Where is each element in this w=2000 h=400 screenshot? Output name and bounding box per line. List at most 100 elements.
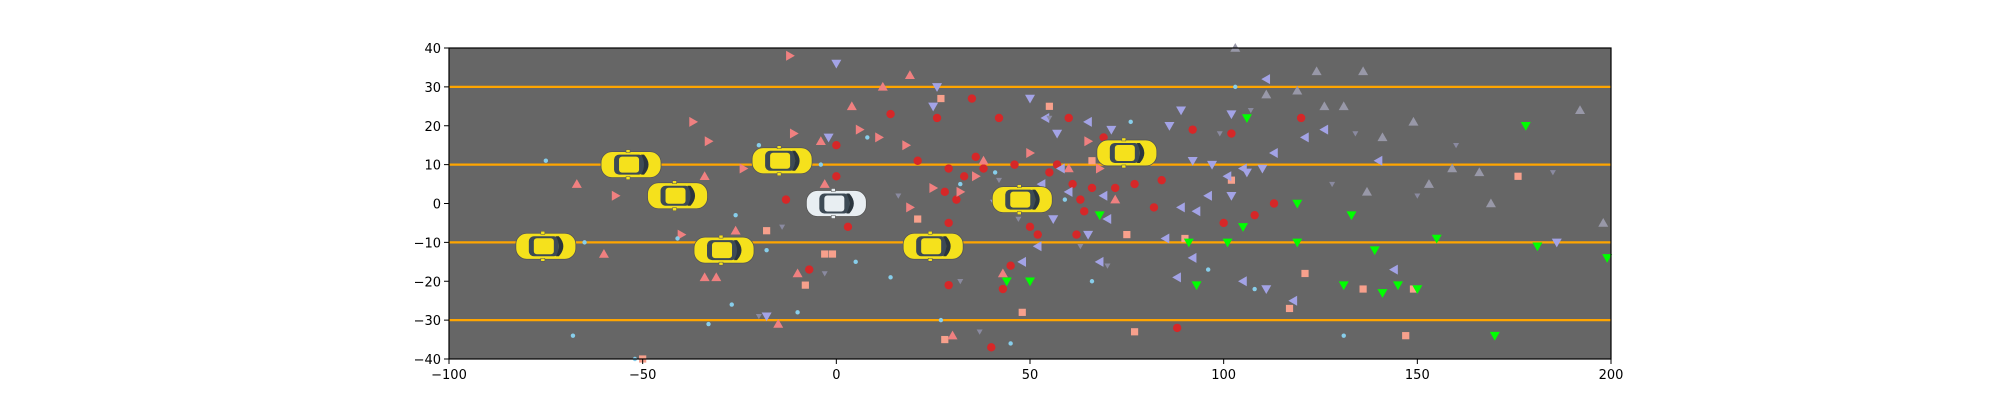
marker-triangle-up-2-0 (571, 179, 582, 188)
marker-triangle-left-4-15 (1191, 206, 1201, 217)
marker-triangle-down-small-9-5 (976, 329, 983, 335)
marker-triangle-left-4-8 (1098, 190, 1108, 201)
marker-triangle-right-3-11 (855, 124, 865, 135)
marker-triangle-up-2-4 (699, 272, 710, 282)
marker-triangle-down-5-17 (1226, 191, 1237, 201)
marker-triangle-left-4-9 (1102, 214, 1112, 225)
marker-triangle-up-2-1 (598, 249, 609, 258)
marker-triangle-left-4-24 (1319, 124, 1329, 135)
marker-triangle-up-2-14 (947, 330, 958, 340)
y-axis: −40 −30 −20 −10 0 10 20 30 40 (414, 42, 449, 368)
marker-triangle-up-6-2 (1292, 85, 1303, 95)
y-tick-label: −30 (414, 314, 441, 329)
scatter-markers (543, 43, 1613, 363)
marker-triangle-left-4-3 (1040, 112, 1050, 123)
marker-triangle-up-2-12 (877, 81, 888, 91)
marker-square-1-9 (1045, 102, 1053, 110)
marker-triangle-left-4-19 (1238, 276, 1247, 287)
marker-circle-0-27 (1068, 179, 1077, 189)
marker-circle-0-11 (944, 164, 953, 173)
x-tick-label: −100 (431, 368, 467, 383)
marker-triangle-left-4-0 (1017, 256, 1027, 267)
marker-triangle-up-2-9 (815, 136, 826, 146)
marker-triangle-right-3-14 (906, 202, 915, 213)
x-tick-label: −50 (629, 368, 656, 383)
marker-triangle-down-small-9-12 (1247, 107, 1254, 114)
marker-square-1-16 (1301, 269, 1309, 278)
marker-triangle-down-small-9-6 (996, 177, 1003, 184)
marker-triangle-up-6-15 (1598, 217, 1609, 227)
marker-triangle-down-small-9-10 (1104, 263, 1111, 269)
vehicle-4 (751, 145, 813, 176)
marker-circle-0-8 (940, 187, 949, 197)
marker-triangle-left-4-16 (1203, 190, 1212, 201)
marker-triangle-right-3-21 (1084, 136, 1094, 147)
marker-triangle-down-5-15 (1207, 160, 1218, 170)
marker-triangle-up-2-16 (997, 268, 1008, 278)
marker-triangle-down-small-9-11 (1216, 131, 1223, 137)
marker-triangle-down-7-14 (1392, 281, 1403, 291)
marker-triangle-down-7-7 (1241, 114, 1252, 123)
marker-square-1-2 (801, 281, 809, 289)
marker-triangle-up-2-6 (730, 225, 741, 235)
marker-circle-small-8-17 (992, 170, 998, 175)
marker-triangle-down-small-9-7 (1015, 216, 1022, 223)
y-tick-label: 20 (424, 120, 441, 135)
marker-triangle-right-3-4 (677, 229, 687, 240)
marker-square-1-19 (1409, 285, 1418, 293)
marker-circle-small-8-15 (938, 317, 944, 323)
marker-circle-small-8-18 (1008, 341, 1013, 346)
marker-circle-0-14 (967, 94, 977, 103)
marker-circle-0-0 (781, 195, 791, 204)
marker-triangle-right-3-16 (956, 186, 966, 197)
marker-triangle-down-7-2 (1094, 211, 1105, 221)
marker-circle-0-39 (1219, 218, 1228, 228)
marker-circle-0-16 (979, 164, 988, 173)
marker-circle-small-8-16 (958, 181, 963, 187)
marker-triangle-up-6-1 (1261, 89, 1272, 99)
marker-circle-0-17 (987, 343, 996, 352)
marker-triangle-down-small-9-2 (821, 271, 828, 277)
marker-square-1-1 (763, 227, 771, 235)
marker-square-1-4 (828, 250, 837, 258)
marker-triangle-down-small-9-4 (957, 279, 964, 285)
marker-square-1-3 (821, 250, 829, 258)
marker-circle-0-41 (1250, 210, 1259, 220)
x-tick-label: 0 (832, 368, 840, 383)
marker-triangle-left-4-14 (1187, 252, 1197, 263)
marker-circle-small-8-19 (1062, 197, 1068, 202)
marker-square-1-12 (1130, 328, 1139, 336)
marker-triangle-right-3-13 (902, 140, 912, 151)
y-tick-label: −40 (414, 353, 441, 368)
marker-triangle-down-7-15 (1412, 285, 1423, 295)
marker-triangle-down-5-12 (1164, 122, 1175, 131)
marker-triangle-up-6-0 (1230, 43, 1241, 52)
x-tick-label: 200 (1599, 368, 1624, 383)
marker-triangle-down-small-9-15 (1414, 193, 1421, 199)
marker-circle-0-1 (805, 265, 814, 274)
marker-triangle-down-5-18 (1241, 168, 1252, 178)
vehicle-6 (991, 184, 1053, 215)
marker-square-1-11 (1123, 231, 1131, 239)
marker-circle-small-8-7 (733, 212, 738, 218)
marker-triangle-right-3-7 (739, 163, 749, 174)
marker-circle-small-8-0 (543, 158, 549, 163)
x-tick-label: 150 (1405, 368, 1430, 383)
y-tick-label: 40 (424, 42, 441, 57)
marker-triangle-up-6-5 (1338, 101, 1349, 111)
marker-square-1-5 (914, 215, 922, 223)
marker-triangle-down-7-17 (1489, 331, 1500, 341)
vehicle-2 (647, 180, 708, 211)
marker-triangle-down-small-9-0 (755, 313, 762, 320)
marker-triangle-up-2-17 (1063, 163, 1074, 173)
marker-triangle-up-6-10 (1423, 179, 1434, 188)
marker-triangle-down-5-16 (1226, 110, 1237, 120)
marker-circle-0-34 (1130, 179, 1139, 189)
marker-triangle-up-6-8 (1377, 132, 1388, 142)
marker-circle-small-8-11 (818, 162, 824, 167)
marker-triangle-down-small-9-13 (1329, 181, 1336, 188)
marker-circle-0-9 (944, 218, 953, 228)
marker-circle-0-4 (843, 222, 853, 232)
marker-triangle-down-7-1 (1025, 277, 1035, 287)
marker-square-1-14 (1227, 176, 1236, 184)
